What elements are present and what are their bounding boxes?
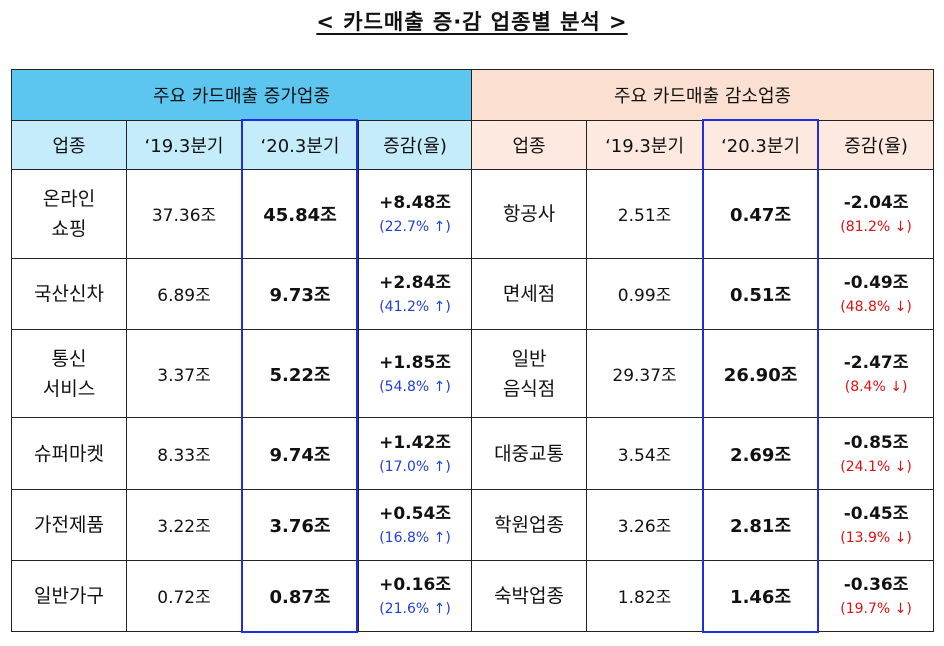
value-2019q3: 2.51조 <box>586 169 704 259</box>
industry-name: 통신 서비스 <box>11 328 127 419</box>
table-row: 통신 서비스 3.37조 5.22조 +1.85조 (54.8% ↑) 일반 음식점 29.… <box>11 328 935 419</box>
change-rate: (81.2% ↓) <box>840 218 912 235</box>
change-cell: -0.36조 (19.7% ↓) <box>818 559 935 633</box>
value-2019q3: 3.22조 <box>126 488 242 561</box>
change-amount: -0.49조 <box>843 272 909 293</box>
change-rate: (8.4% ↓) <box>844 378 908 395</box>
table-row: 슈퍼마켓 8.33조 9.74조 +1.42조 (17.0% ↑) 대중교통 3.54조 2.… <box>11 417 935 490</box>
change-cell: +2.84조 (41.2% ↑) <box>357 257 473 330</box>
change-rate: (13.9% ↓) <box>840 529 912 546</box>
industry-name: 온라인 쇼핑 <box>11 169 127 259</box>
value-2020q3: 0.51조 <box>702 257 820 330</box>
value-2020q3: 26.90조 <box>702 328 820 419</box>
column-header-change: 증감(율) <box>818 120 935 170</box>
value-2020q3: 5.22조 <box>241 328 359 419</box>
value-2019q3: 29.37조 <box>586 328 704 419</box>
value-2019q3: 3.26조 <box>586 488 704 561</box>
change-rate: (54.8% ↑) <box>379 378 451 395</box>
table-row: 국산신차 6.89조 9.73조 +2.84조 (41.2% ↑) 면세점 0.99조 0.5… <box>11 257 935 330</box>
value-2020q3: 2.81조 <box>702 488 820 561</box>
industry-name: 일반가구 <box>11 559 127 633</box>
industry-name: 슈퍼마켓 <box>11 417 127 490</box>
increase-group-header: 주요 카드매출 증가업종 <box>10 69 473 121</box>
change-amount: +0.16조 <box>379 574 451 595</box>
change-rate: (19.7% ↓) <box>840 600 912 617</box>
table-row: 가전제품 3.22조 3.76조 +0.54조 (16.8% ↑) 학원업종 3.26조 2.… <box>11 488 935 561</box>
change-rate: (41.2% ↑) <box>379 298 451 315</box>
value-2020q3: 9.74조 <box>241 417 359 490</box>
value-2019q3: 0.72조 <box>126 559 242 633</box>
industry-name: 대중교통 <box>471 417 588 490</box>
change-rate: (48.8% ↓) <box>840 298 912 315</box>
industry-name: 학원업종 <box>471 488 588 561</box>
change-cell: -0.49조 (48.8% ↓) <box>818 257 935 330</box>
value-2019q3: 3.54조 <box>586 417 704 490</box>
page-title: < 카드매출 증·감 업종별 분석 > <box>316 10 628 34</box>
industry-name: 일반 음식점 <box>471 328 588 419</box>
change-rate: (21.6% ↑) <box>379 600 451 617</box>
change-amount: -0.85조 <box>843 432 909 453</box>
value-2019q3: 0.99조 <box>586 257 704 330</box>
value-2020q3: 3.76조 <box>241 488 359 561</box>
change-rate: (16.8% ↑) <box>379 529 451 546</box>
industry-name: 항공사 <box>471 169 588 259</box>
change-cell: -2.47조 (8.4% ↓) <box>818 328 935 419</box>
column-header-2019q3: ‘19.3분기 <box>126 120 242 170</box>
card-sales-table: 주요 카드매출 증가업종 주요 카드매출 감소업종 업종 ‘19.3분기 ‘20… <box>10 69 935 633</box>
industry-name: 가전제품 <box>11 488 127 561</box>
change-amount: -2.47조 <box>843 352 909 373</box>
change-amount: +8.48조 <box>379 192 451 213</box>
value-2019q3: 8.33조 <box>126 417 242 490</box>
change-rate: (17.0% ↑) <box>379 458 451 475</box>
value-2019q3: 6.89조 <box>126 257 242 330</box>
value-2020q3: 0.87조 <box>241 559 359 633</box>
change-amount: -0.45조 <box>843 503 909 524</box>
value-2020q3: 1.46조 <box>702 559 820 633</box>
column-header-2019q3: ‘19.3분기 <box>586 120 704 170</box>
value-2019q3: 3.37조 <box>126 328 242 419</box>
change-cell: -0.45조 (13.9% ↓) <box>818 488 935 561</box>
value-2020q3: 45.84조 <box>241 169 359 259</box>
column-header-industry: 업종 <box>471 120 588 170</box>
change-cell: +0.54조 (16.8% ↑) <box>357 488 473 561</box>
change-rate: (24.1% ↓) <box>840 458 912 475</box>
change-amount: +2.84조 <box>379 272 451 293</box>
change-cell: -0.85조 (24.1% ↓) <box>818 417 935 490</box>
industry-name: 국산신차 <box>11 257 127 330</box>
change-cell: +0.16조 (21.6% ↑) <box>357 559 473 633</box>
column-header-2020q3: ‘20.3분기 <box>702 120 820 170</box>
table-row: 온라인 쇼핑 37.36조 45.84조 +8.48조 (22.7% ↑) 항공사 2.51… <box>11 169 935 259</box>
change-cell: +1.85조 (54.8% ↑) <box>357 328 473 419</box>
column-header-change: 증감(율) <box>357 120 473 170</box>
change-amount: -2.04조 <box>843 192 909 213</box>
industry-name: 숙박업종 <box>471 559 588 633</box>
change-amount: +1.85조 <box>379 352 451 373</box>
change-amount: +1.42조 <box>379 432 451 453</box>
change-amount: -0.36조 <box>843 574 909 595</box>
value-2019q3: 1.82조 <box>586 559 704 633</box>
value-2020q3: 0.47조 <box>702 169 820 259</box>
industry-name: 면세점 <box>471 257 588 330</box>
value-2020q3: 9.73조 <box>241 257 359 330</box>
value-2020q3: 2.69조 <box>702 417 820 490</box>
change-cell: +1.42조 (17.0% ↑) <box>357 417 473 490</box>
value-2019q3: 37.36조 <box>126 169 242 259</box>
decrease-group-header: 주요 카드매출 감소업종 <box>471 69 935 121</box>
change-cell: -2.04조 (81.2% ↓) <box>818 169 935 259</box>
change-cell: +8.48조 (22.7% ↑) <box>357 169 473 259</box>
column-header-2020q3: ‘20.3분기 <box>241 120 359 170</box>
table-row: 일반가구 0.72조 0.87조 +0.16조 (21.6% ↑) 숙박업종 1.82조 1.… <box>11 559 935 633</box>
column-header-industry: 업종 <box>11 120 127 170</box>
change-rate: (22.7% ↑) <box>379 218 451 235</box>
change-amount: +0.54조 <box>379 503 451 524</box>
